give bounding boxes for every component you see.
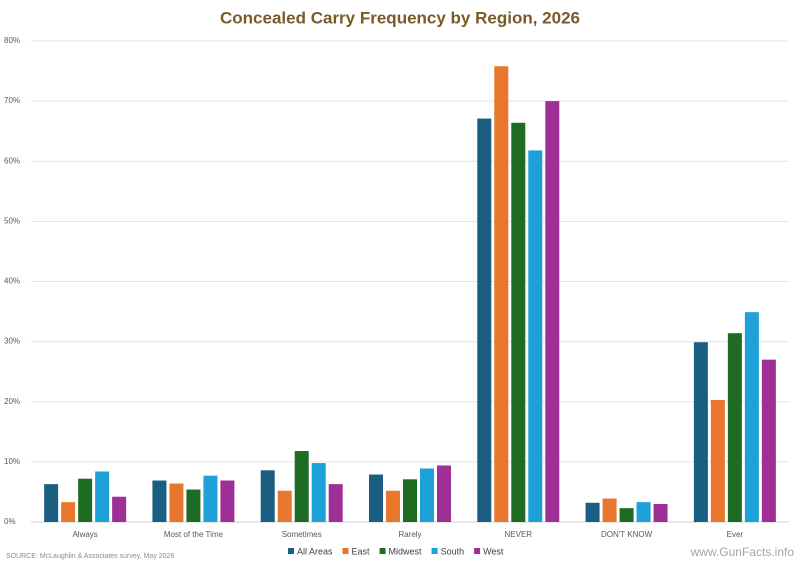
bar bbox=[744, 312, 759, 522]
x-tick-label: NEVER bbox=[505, 530, 533, 539]
bar bbox=[311, 463, 326, 522]
bar bbox=[260, 470, 275, 522]
bar bbox=[636, 502, 651, 522]
source: SOURCE: McLaughlin & Associates survey, … bbox=[6, 553, 174, 560]
y-tick-label: 70% bbox=[4, 96, 20, 105]
bar bbox=[78, 478, 93, 522]
bar bbox=[477, 118, 492, 522]
bar bbox=[152, 480, 167, 522]
bar bbox=[602, 498, 617, 522]
bar bbox=[169, 483, 184, 522]
legend-label: South bbox=[441, 546, 465, 556]
x-tick-label: Sometimes bbox=[282, 530, 322, 539]
legend-label: West bbox=[483, 546, 504, 556]
legend-swatch bbox=[342, 548, 349, 554]
bar bbox=[386, 490, 400, 522]
x-tick-label: DON'T KNOW bbox=[601, 530, 653, 539]
bar bbox=[220, 480, 235, 522]
bar bbox=[727, 333, 742, 522]
chart-title: Concealed Carry Frequency by Region, 202… bbox=[220, 8, 580, 27]
bar bbox=[95, 471, 110, 522]
y-tick-label: 80% bbox=[4, 36, 20, 45]
bar bbox=[112, 496, 127, 522]
x-tick-label: Rarely bbox=[398, 530, 421, 539]
bar bbox=[369, 474, 383, 522]
bar bbox=[186, 489, 201, 522]
legend-swatch bbox=[288, 548, 294, 554]
bar bbox=[44, 484, 59, 522]
y-tick-label: 40% bbox=[4, 277, 20, 286]
legend-label: All Areas bbox=[297, 546, 333, 556]
x-tick-label: Most of the Time bbox=[164, 530, 224, 539]
bar bbox=[61, 502, 76, 522]
legend-swatch bbox=[431, 548, 438, 554]
bar bbox=[761, 359, 776, 522]
y-tick-label: 0% bbox=[4, 517, 16, 526]
bar bbox=[420, 468, 434, 522]
bar bbox=[545, 101, 560, 522]
y-tick-label: 10% bbox=[4, 457, 20, 466]
bar bbox=[619, 508, 634, 522]
legend-label: Midwest bbox=[389, 546, 423, 556]
x-tick-label: Always bbox=[72, 530, 97, 539]
bar bbox=[528, 150, 543, 523]
bar bbox=[328, 484, 343, 522]
x-tick-label: Ever bbox=[727, 530, 744, 539]
bar bbox=[585, 502, 600, 522]
bar bbox=[710, 399, 725, 522]
watermark: www.GunFacts.info bbox=[690, 545, 795, 559]
bar bbox=[277, 490, 292, 522]
bar bbox=[294, 451, 309, 522]
bar bbox=[403, 479, 417, 522]
bar bbox=[437, 465, 451, 522]
legend-swatch bbox=[379, 548, 386, 554]
legend-label: East bbox=[352, 546, 371, 556]
bar bbox=[494, 66, 509, 522]
y-tick-label: 20% bbox=[4, 397, 20, 406]
y-tick-label: 50% bbox=[4, 216, 20, 225]
legend-swatch bbox=[474, 548, 481, 554]
bar bbox=[511, 122, 526, 523]
y-tick-label: 30% bbox=[4, 337, 20, 346]
y-tick-label: 60% bbox=[4, 156, 20, 165]
bar bbox=[693, 342, 708, 522]
bar bbox=[203, 475, 218, 522]
bar bbox=[653, 503, 668, 522]
